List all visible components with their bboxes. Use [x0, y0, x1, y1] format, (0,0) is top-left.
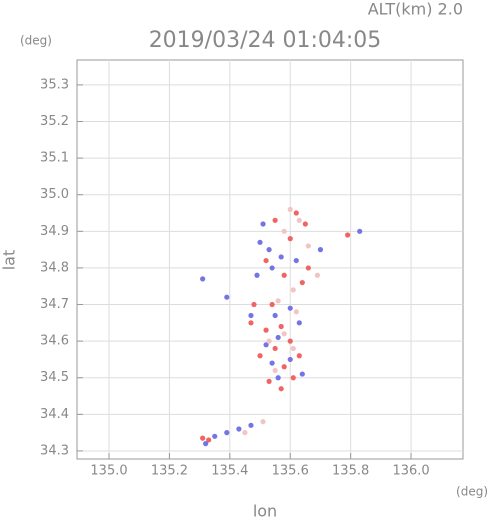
y-tick-label: 34.7	[40, 297, 69, 312]
point	[278, 254, 284, 260]
x-tick-label: 135.6	[272, 464, 309, 479]
point	[305, 243, 311, 249]
y-axis-label: lat	[0, 250, 19, 271]
point	[317, 247, 324, 253]
y-tick-label: 35.0	[40, 187, 69, 202]
point	[293, 309, 299, 315]
point	[305, 265, 311, 271]
point	[272, 345, 278, 352]
x-axis-label: lon	[253, 502, 277, 521]
x-tick-label: 135.0	[90, 464, 127, 479]
point	[281, 228, 287, 234]
y-tick-label: 34.6	[40, 334, 69, 349]
y-tick-label: 35.3	[40, 77, 69, 92]
point	[200, 276, 206, 282]
x-tick-label: 135.8	[332, 464, 369, 479]
y-tick-label: 34.4	[40, 407, 69, 422]
point	[296, 320, 302, 326]
point	[200, 435, 206, 441]
point	[266, 378, 272, 384]
point	[299, 279, 305, 286]
point	[296, 217, 302, 223]
point	[212, 433, 218, 439]
point	[357, 228, 363, 234]
point	[260, 419, 266, 425]
point	[299, 371, 305, 377]
point	[287, 236, 293, 242]
point	[290, 345, 296, 352]
y-tick-label: 35.2	[40, 114, 69, 129]
altitude-label: ALT(km) 2.0	[368, 0, 463, 19]
y-unit: (deg)	[20, 34, 52, 48]
point	[275, 334, 281, 341]
point	[293, 210, 299, 216]
point	[266, 247, 272, 253]
point	[242, 430, 248, 436]
point	[260, 221, 266, 227]
chart-title: 2019/03/24 01:04:05	[149, 28, 382, 53]
point	[314, 272, 321, 278]
point	[281, 272, 287, 278]
plot-frame	[76, 59, 464, 460]
point	[287, 356, 293, 363]
point	[290, 375, 296, 381]
point	[263, 342, 269, 348]
y-tick-label: 35.1	[40, 151, 69, 166]
point	[275, 298, 281, 304]
point	[278, 386, 284, 392]
point	[203, 441, 209, 447]
point	[287, 206, 293, 212]
point	[293, 257, 299, 264]
point	[275, 375, 281, 381]
point	[248, 320, 254, 326]
point	[272, 367, 278, 374]
point	[254, 272, 260, 278]
point	[266, 338, 272, 344]
y-tick-label: 34.5	[40, 370, 69, 385]
point	[272, 217, 278, 223]
x-tick-label: 135.2	[151, 464, 188, 479]
point	[248, 422, 254, 428]
point	[257, 353, 263, 359]
y-tick-label: 34.8	[40, 260, 69, 275]
point	[302, 221, 308, 227]
point	[236, 426, 242, 432]
x-tick-label: 136.0	[392, 464, 429, 479]
point	[251, 301, 257, 308]
x-tick-label: 135.4	[211, 464, 248, 479]
point	[248, 312, 254, 319]
point	[224, 430, 230, 436]
y-tick-label: 34.3	[40, 443, 69, 458]
point	[269, 360, 275, 366]
point	[269, 301, 275, 308]
x-unit: (deg)	[456, 485, 488, 499]
point	[290, 287, 296, 293]
point	[257, 239, 263, 245]
point	[224, 294, 230, 300]
point	[345, 232, 351, 238]
point	[278, 323, 284, 330]
point	[296, 353, 302, 359]
point	[287, 338, 293, 344]
y-tick-label: 34.9	[40, 224, 69, 239]
point	[263, 257, 269, 264]
point	[269, 265, 275, 271]
point	[281, 331, 287, 337]
point	[287, 305, 293, 311]
point	[281, 364, 287, 370]
point	[263, 327, 269, 333]
point	[272, 312, 278, 319]
point	[206, 437, 212, 443]
